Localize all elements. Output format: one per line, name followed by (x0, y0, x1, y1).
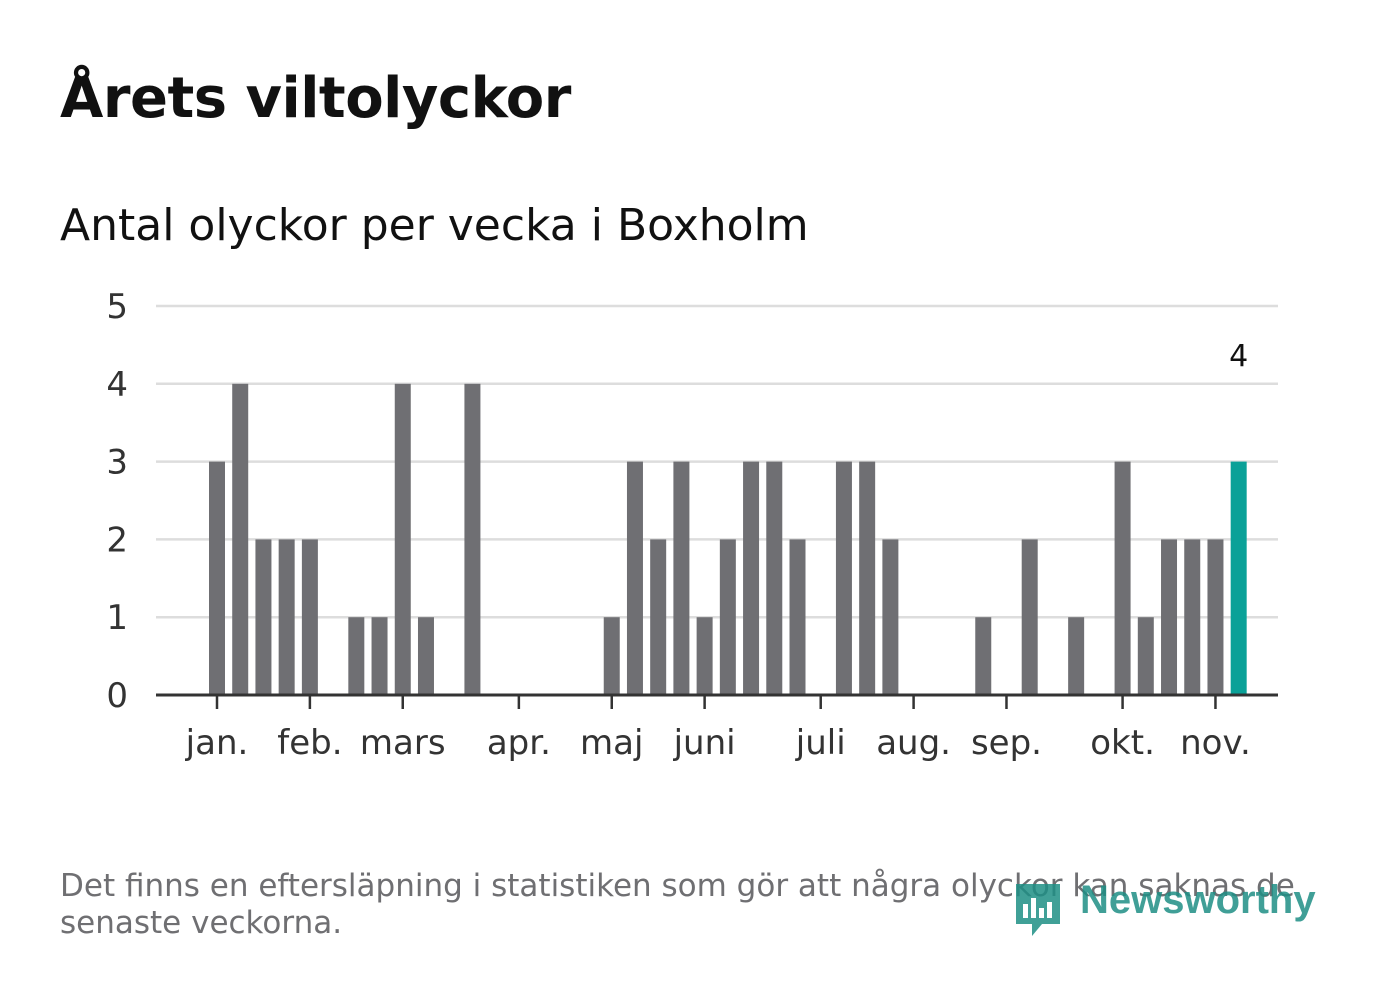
bar (1137, 617, 1154, 695)
footnote: Det finns en eftersläpning i statistiken… (60, 868, 1295, 941)
bar (394, 383, 411, 695)
x-tick-label: mars (360, 723, 446, 763)
bar (650, 539, 667, 695)
x-tick-label: maj (580, 723, 643, 763)
bar (1068, 617, 1085, 695)
bar (603, 617, 620, 695)
bar (975, 617, 992, 695)
x-tick-label: nov. (1180, 723, 1251, 763)
bar (766, 461, 783, 695)
bar (417, 617, 434, 695)
bar (1207, 539, 1224, 695)
bar (1184, 539, 1201, 695)
x-tick-label: apr. (487, 723, 551, 763)
bar (1021, 539, 1038, 695)
chart-subtitle: Antal olyckor per vecka i Boxholm (60, 200, 809, 251)
bar (232, 383, 249, 695)
bar (835, 461, 852, 695)
bar (743, 461, 760, 695)
x-tick-label: feb. (277, 723, 342, 763)
bar (719, 539, 736, 695)
bar (464, 383, 481, 695)
bar (882, 539, 899, 695)
y-tick-label: 5 (106, 287, 128, 327)
bar (626, 461, 643, 695)
bar (696, 617, 713, 695)
x-tick-label: okt. (1090, 723, 1155, 763)
x-tick-label: juni (673, 723, 736, 763)
bar (209, 461, 225, 695)
y-tick-label: 1 (106, 598, 128, 638)
bar-chart: 0 1 2 3 4 5 4 jan. feb. mars apr. maj juni juli aug. se… (106, 287, 1278, 763)
bar (859, 461, 876, 695)
chart-title: Årets viltolyckor (60, 66, 571, 131)
bar (348, 617, 365, 695)
highlight-bar (1230, 461, 1247, 695)
bars (209, 383, 1247, 695)
y-tick-label: 2 (106, 520, 128, 560)
y-tick-label: 3 (106, 443, 128, 483)
bar (301, 539, 318, 695)
bar (1114, 461, 1131, 695)
x-tick-label: aug. (876, 723, 951, 763)
x-tick-label: juli (795, 723, 846, 763)
x-tick-label: sep. (971, 723, 1042, 763)
grid-lines (156, 304, 1278, 619)
value-label: 4 (1229, 339, 1248, 374)
y-tick-label: 0 (106, 676, 128, 716)
bar (255, 539, 272, 695)
bar (1161, 539, 1178, 695)
newsworthy-logo: Newsworthy (1012, 878, 1322, 940)
labels: 0 1 2 3 4 5 4 jan. feb. mars apr. maj juni juli aug. se… (106, 287, 1250, 763)
newsworthy-logo-icon (1016, 884, 1060, 936)
brand-name: Newsworthy (1080, 878, 1316, 922)
bar (673, 461, 690, 695)
bar (278, 539, 295, 695)
axes (156, 693, 1278, 709)
y-tick-label: 4 (106, 365, 128, 405)
bar (789, 539, 806, 695)
bar (371, 617, 388, 695)
x-tick-label: jan. (185, 723, 249, 763)
